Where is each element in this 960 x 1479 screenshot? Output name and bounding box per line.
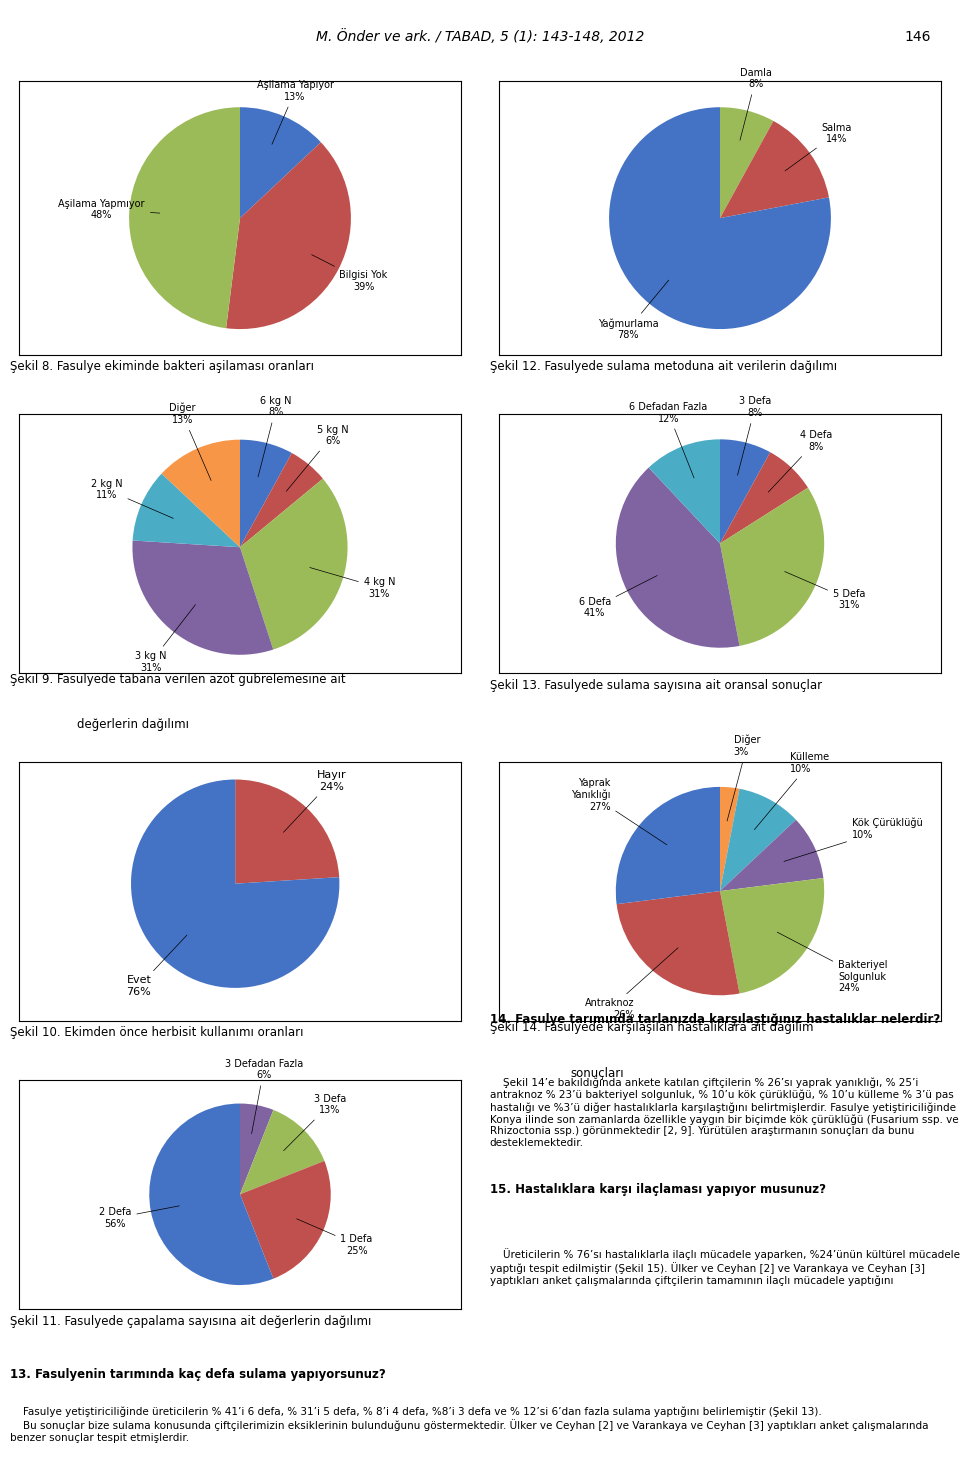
Text: Damla
8%: Damla 8% <box>740 68 772 141</box>
Wedge shape <box>161 439 240 547</box>
Wedge shape <box>720 787 739 892</box>
Wedge shape <box>240 1109 324 1195</box>
Text: 6 kg N
8%: 6 kg N 8% <box>258 396 292 476</box>
Wedge shape <box>609 108 831 330</box>
Text: Yağmurlama
78%: Yağmurlama 78% <box>598 280 669 340</box>
Wedge shape <box>132 540 274 655</box>
Text: Hayır
24%: Hayır 24% <box>283 771 347 833</box>
Wedge shape <box>649 439 720 544</box>
Wedge shape <box>720 879 825 994</box>
Text: 146: 146 <box>904 30 931 44</box>
Text: Antraknoz
26%: Antraknoz 26% <box>585 948 678 1021</box>
Wedge shape <box>720 819 824 892</box>
Text: Şekil 11. Fasulyede çapalama sayısına ait değerlerin dağılımı: Şekil 11. Fasulyede çapalama sayısına ai… <box>10 1315 371 1328</box>
Text: Şekil 8. Fasulye ekiminde bakteri aşilaması oranları: Şekil 8. Fasulye ekiminde bakteri aşilam… <box>10 361 314 373</box>
Text: 4 kg N
31%: 4 kg N 31% <box>310 568 396 599</box>
Text: M. Önder ve ark. / TABAD, 5 (1): 143-148, 2012: M. Önder ve ark. / TABAD, 5 (1): 143-148… <box>316 30 644 44</box>
Wedge shape <box>720 121 829 219</box>
Wedge shape <box>149 1103 274 1285</box>
Text: 4 Defa
8%: 4 Defa 8% <box>768 430 832 493</box>
Text: sonuçları: sonuçları <box>571 1068 624 1080</box>
Wedge shape <box>720 788 796 892</box>
Text: 2 Defa
56%: 2 Defa 56% <box>99 1205 180 1229</box>
Text: Külleme
10%: Külleme 10% <box>755 753 829 830</box>
Text: Şekil 14. Fasulyede karşılaşılan hastalıklara ait dağılım: Şekil 14. Fasulyede karşılaşılan hastalı… <box>490 1021 813 1034</box>
Text: Aşilama Yapıyor
13%: Aşilama Yapıyor 13% <box>256 80 333 145</box>
Text: 3 Defa
13%: 3 Defa 13% <box>283 1093 346 1151</box>
Wedge shape <box>720 108 774 219</box>
Wedge shape <box>131 779 340 988</box>
Text: Bilgisi Yok
39%: Bilgisi Yok 39% <box>312 254 388 291</box>
Text: 15. Hastalıklara karşı ilaçlaması yapıyor musunuz?: 15. Hastalıklara karşı ilaçlaması yapıyo… <box>490 1183 826 1197</box>
Text: Aşilama Yapmıyor
48%: Aşilama Yapmıyor 48% <box>59 198 159 220</box>
Text: Yaprak
Yanıklığı
27%: Yaprak Yanıklığı 27% <box>571 778 667 845</box>
Wedge shape <box>240 1103 274 1195</box>
Text: 5 kg N
6%: 5 kg N 6% <box>286 424 348 491</box>
Wedge shape <box>616 892 739 995</box>
Text: Diğer
3%: Diğer 3% <box>727 735 760 821</box>
Wedge shape <box>720 488 825 646</box>
Wedge shape <box>132 473 240 547</box>
Wedge shape <box>240 479 348 649</box>
Text: 6 Defa
41%: 6 Defa 41% <box>579 575 658 618</box>
Text: Fasulye yetiştiriciliğinde üreticilerin % 41’i 6 defa, % 31’i 5 defa, % 8’i 4 de: Fasulye yetiştiriciliğinde üreticilerin … <box>10 1407 928 1444</box>
Text: 5 Defa
31%: 5 Defa 31% <box>784 571 865 611</box>
Wedge shape <box>235 779 339 884</box>
Text: 14. Fasulye tarımında tarlanızda karşılaştığınız hastalıklar nelerdir?: 14. Fasulye tarımında tarlanızda karşıla… <box>490 1013 940 1026</box>
Text: 1 Defa
25%: 1 Defa 25% <box>297 1219 372 1256</box>
Text: 6 Defadan Fazla
12%: 6 Defadan Fazla 12% <box>629 402 708 478</box>
Text: Üreticilerin % 76’sı hastalıklarla ilaçlı mücadele yaparken, %24’ünün kültürel m: Üreticilerin % 76’sı hastalıklarla ilaçl… <box>490 1248 960 1285</box>
Text: 3 Defadan Fazla
6%: 3 Defadan Fazla 6% <box>225 1059 303 1133</box>
Text: değerlerin dağılımı: değerlerin dağılımı <box>77 717 189 731</box>
Text: Şekil 9. Fasulyede tabana verilen azot gübrelemesine ait: Şekil 9. Fasulyede tabana verilen azot g… <box>10 673 346 686</box>
Wedge shape <box>240 439 292 547</box>
Wedge shape <box>129 108 240 328</box>
Wedge shape <box>240 108 321 219</box>
Wedge shape <box>227 142 351 330</box>
Wedge shape <box>720 453 808 544</box>
Text: 3 kg N
31%: 3 kg N 31% <box>135 605 196 673</box>
Text: 3 Defa
8%: 3 Defa 8% <box>737 396 771 475</box>
Text: Diğer
13%: Diğer 13% <box>169 402 211 481</box>
Wedge shape <box>615 467 739 648</box>
Text: Şekil 13. Fasulyede sulama sayısına ait oransal sonuçlar: Şekil 13. Fasulyede sulama sayısına ait … <box>490 679 822 692</box>
Text: Kök Çürüklüğü
10%: Kök Çürüklüğü 10% <box>784 818 923 861</box>
Wedge shape <box>615 787 720 904</box>
Wedge shape <box>720 439 770 544</box>
Text: Evet
76%: Evet 76% <box>127 935 187 997</box>
Text: 2 kg N
11%: 2 kg N 11% <box>91 479 174 518</box>
Text: Bakteriyel
Solgunluk
24%: Bakteriyel Solgunluk 24% <box>778 932 888 994</box>
Text: 13. Fasulyenin tarımında kaç defa sulama yapıyorsunuz?: 13. Fasulyenin tarımında kaç defa sulama… <box>10 1368 385 1381</box>
Wedge shape <box>240 1161 331 1279</box>
Text: Salma
14%: Salma 14% <box>785 123 852 172</box>
Text: Şekil 14’e bakıldığında ankete katılan çiftçilerin % 26’sı yaprak yanıklığı, % 2: Şekil 14’e bakıldığında ankete katılan ç… <box>490 1078 958 1148</box>
Wedge shape <box>240 453 323 547</box>
Text: Şekil 12. Fasulyede sulama metoduna ait verilerin dağılımı: Şekil 12. Fasulyede sulama metoduna ait … <box>490 361 837 373</box>
Text: Şekil 10. Ekimden önce herbisit kullanımı oranları: Şekil 10. Ekimden önce herbisit kullanım… <box>10 1026 303 1040</box>
